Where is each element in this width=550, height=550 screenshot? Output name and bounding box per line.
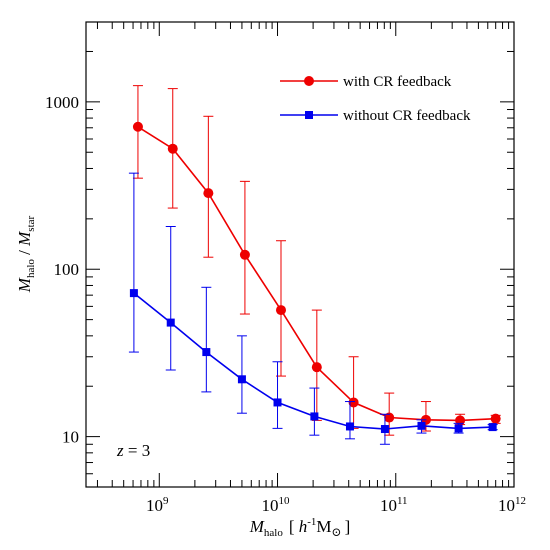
x-tick-label-base: 10 — [498, 496, 515, 515]
data-point — [417, 421, 426, 430]
x-tick-label-exp: 9 — [163, 495, 169, 507]
x-tick-label: 1012 — [498, 495, 526, 515]
y-axis-label: Mhalo / Mstar — [15, 215, 37, 293]
legend-label-with-cr: with CR feedback — [343, 74, 452, 90]
x-tick-label-exp: 12 — [515, 495, 526, 507]
x-tick-label-base: 10 — [380, 496, 397, 515]
data-point — [345, 422, 354, 431]
data-point — [454, 424, 463, 433]
x-axis-label: Mhalo[ h-1M⊙] — [249, 516, 351, 539]
y-tick-label: 100 — [54, 260, 80, 279]
data-point — [488, 423, 497, 432]
series-with-cr — [132, 85, 501, 436]
x-tick-label-exp: 11 — [397, 495, 408, 507]
x-tick-label-base: 10 — [146, 496, 163, 515]
axis-ticks — [86, 21, 514, 488]
y-tick-label: 1000 — [45, 93, 79, 112]
data-point — [167, 143, 178, 154]
data-point — [239, 249, 250, 260]
legend-label-without-cr: without CR feedback — [343, 108, 471, 124]
x-tick-label-base: 10 — [262, 496, 279, 515]
legend-marker-with-cr — [304, 76, 314, 86]
data-point — [380, 425, 389, 434]
series-without-cr — [128, 172, 498, 445]
series-layer — [128, 85, 501, 445]
redshift-value: = 3 — [124, 441, 151, 460]
redshift-annotation: z = 3 — [116, 441, 150, 460]
x-tick-label-exp: 10 — [279, 495, 291, 507]
data-point — [348, 397, 359, 408]
data-point — [310, 412, 319, 421]
legend-marker-without-cr — [305, 111, 313, 119]
data-point — [490, 413, 501, 424]
x-tick-label: 1010 — [262, 495, 291, 515]
data-point — [237, 375, 246, 384]
data-point — [455, 415, 466, 426]
data-point — [384, 412, 395, 423]
data-point — [202, 348, 211, 357]
data-point — [311, 362, 322, 373]
data-point — [132, 121, 143, 132]
x-tick-label: 109 — [146, 495, 169, 515]
x-tick-label: 1011 — [380, 495, 408, 515]
plot-frame — [85, 21, 515, 488]
y-tick-label: 10 — [62, 428, 79, 447]
data-point — [275, 305, 286, 316]
data-point — [203, 188, 214, 199]
data-point — [166, 318, 175, 327]
data-point — [129, 289, 138, 298]
data-point — [273, 398, 282, 407]
redshift-symbol: z — [116, 441, 124, 460]
legend: with CR feedback without CR feedback — [280, 74, 471, 124]
